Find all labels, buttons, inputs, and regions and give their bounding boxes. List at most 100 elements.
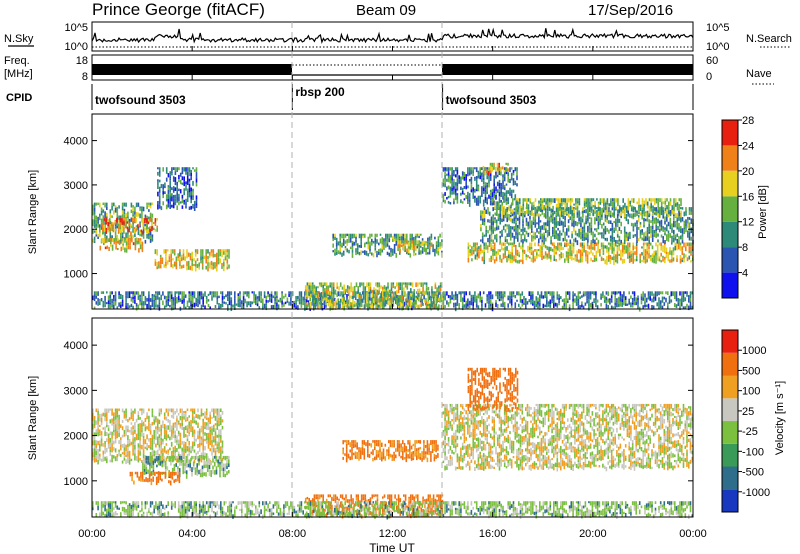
heatmap-cell (397, 298, 400, 303)
heatmap-cell (106, 447, 108, 453)
heatmap-cell (592, 238, 594, 244)
heatmap-cell (483, 210, 486, 214)
heatmap-cell (158, 173, 161, 177)
heatmap-cell (523, 249, 526, 254)
heatmap-cell (123, 413, 126, 419)
heatmap-cell (493, 189, 495, 194)
heatmap-cell (527, 212, 530, 216)
heatmap-cell (581, 258, 584, 263)
heatmap-cell (541, 200, 544, 204)
heatmap-cell (560, 296, 562, 299)
heatmap-cell (495, 238, 498, 243)
heatmap-cell (186, 188, 189, 191)
heatmap-cell (561, 211, 563, 214)
heatmap-cell (656, 252, 659, 257)
heatmap-cell (472, 194, 474, 199)
heatmap-cell (270, 299, 273, 303)
heatmap-cell (263, 294, 266, 299)
heatmap-cell (599, 218, 601, 222)
heatmap-cell (458, 303, 460, 307)
heatmap-cell (509, 217, 512, 222)
heatmap-cell (162, 169, 164, 172)
heatmap-cell (188, 167, 191, 173)
heatmap-cell (420, 243, 422, 247)
heatmap-cell (408, 248, 410, 254)
heatmap-cell (674, 303, 676, 308)
heatmap-cell (616, 240, 619, 245)
heatmap-cell (638, 198, 640, 201)
heatmap-cell (137, 291, 140, 296)
heatmap-cell (152, 222, 155, 225)
heatmap-cell (500, 193, 502, 198)
heatmap-cell (402, 233, 405, 237)
heatmap-cell (604, 218, 607, 222)
heatmap-cell (114, 424, 117, 429)
heatmap-cell (403, 287, 405, 291)
heatmap-cell (128, 305, 131, 308)
heatmap-cell (339, 243, 341, 247)
heatmap-cell (510, 212, 512, 215)
heatmap-cell (172, 204, 175, 209)
heatmap-cell (586, 300, 588, 304)
heatmap-cell (523, 302, 525, 305)
heatmap-cell (608, 220, 610, 224)
heatmap-cell (107, 440, 110, 445)
heatmap-cell (616, 221, 619, 224)
heatmap-cell (504, 223, 507, 227)
heatmap-cell (318, 292, 321, 297)
heatmap-cell (550, 259, 552, 262)
heatmap-cell (616, 223, 619, 228)
heatmap-cell (341, 301, 344, 305)
heatmap-cell (123, 455, 126, 458)
heatmap-cell (453, 186, 455, 190)
heatmap-cell (338, 286, 340, 291)
heatmap-cell (181, 451, 183, 457)
heatmap-cell (467, 199, 469, 202)
heatmap-cell (415, 245, 417, 248)
heatmap-cell (109, 438, 112, 443)
heatmap-cell (341, 304, 344, 309)
heatmap-cell (582, 213, 584, 218)
heatmap-cell (163, 305, 166, 309)
heatmap-cell (477, 186, 480, 192)
heatmap-cell (298, 291, 301, 296)
heatmap-cell (324, 292, 326, 298)
heatmap-cell (161, 259, 164, 264)
heatmap-cell (158, 447, 161, 451)
heatmap-cell (534, 198, 537, 202)
heatmap-cell (437, 236, 440, 240)
heatmap-cell (139, 244, 142, 250)
heatmap-cell (614, 291, 616, 295)
heatmap-cell (409, 297, 411, 302)
heatmap-cell (531, 235, 533, 239)
heatmap-cell (132, 234, 134, 239)
heatmap-cell (650, 198, 652, 204)
heatmap-cell (667, 237, 670, 242)
heatmap-cell (439, 233, 441, 238)
heatmap-cell (99, 429, 101, 434)
heatmap-cell (515, 251, 517, 255)
heatmap-cell (641, 229, 643, 233)
heatmap-cell (515, 231, 517, 236)
heatmap-cell (165, 169, 168, 174)
heatmap-cell (568, 207, 570, 211)
heatmap-cell (205, 425, 208, 430)
heatmap-cell (474, 195, 476, 198)
heatmap-cell (149, 425, 152, 430)
heatmap-cell (149, 235, 152, 239)
heatmap-cell (532, 291, 534, 295)
heatmap-cell (395, 240, 398, 246)
heatmap-cell (198, 430, 201, 435)
heatmap-cell (583, 209, 586, 213)
heatmap-cell (138, 248, 140, 253)
heatmap-cell (190, 424, 192, 427)
heatmap-cell (137, 455, 140, 460)
heatmap-cell (565, 257, 568, 261)
heatmap-cell (510, 193, 513, 199)
heatmap-cell (617, 291, 620, 294)
heatmap-cell (188, 425, 190, 429)
heatmap-cell (604, 213, 607, 219)
heatmap-cell (532, 216, 535, 222)
heatmap-cell (104, 211, 106, 216)
heatmap-cell (93, 440, 96, 445)
